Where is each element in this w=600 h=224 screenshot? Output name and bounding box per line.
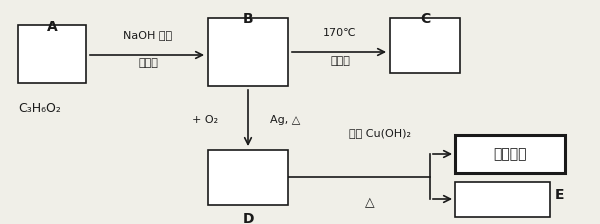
- Bar: [455, 135, 565, 173]
- Bar: [208, 18, 288, 86]
- Text: 新制 Cu(OH)₂: 新制 Cu(OH)₂: [349, 128, 411, 138]
- Text: Ag, △: Ag, △: [270, 115, 300, 125]
- Text: NaOH 溶液: NaOH 溶液: [124, 30, 173, 40]
- Text: 浓硫酸: 浓硫酸: [330, 56, 350, 66]
- Text: 浓硫酸: 浓硫酸: [138, 58, 158, 68]
- Text: △: △: [365, 196, 375, 209]
- Text: 红色沉淠: 红色沉淠: [493, 147, 527, 161]
- Text: C₃H₆O₂: C₃H₆O₂: [18, 102, 61, 115]
- Text: C: C: [420, 12, 430, 26]
- Text: A: A: [47, 20, 58, 34]
- Text: B: B: [242, 12, 253, 26]
- Text: D: D: [242, 212, 254, 224]
- Text: + O₂: + O₂: [192, 115, 218, 125]
- Text: E: E: [555, 188, 565, 202]
- Bar: [455, 182, 550, 217]
- Text: 170℃: 170℃: [323, 28, 357, 38]
- Bar: [208, 150, 288, 205]
- Bar: [390, 18, 460, 73]
- Bar: [18, 25, 86, 83]
